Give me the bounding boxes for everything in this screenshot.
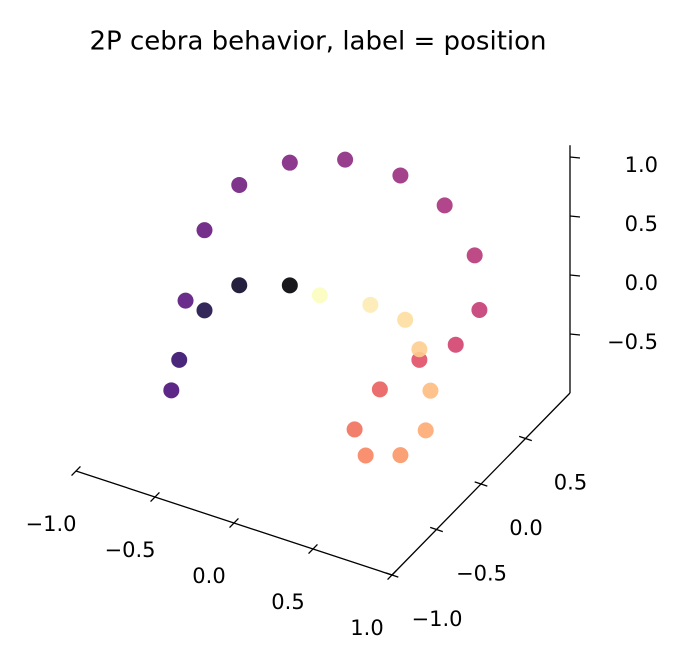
y-tick-label: 0.0 bbox=[509, 516, 542, 540]
point bbox=[397, 311, 414, 328]
x-tick-label: 1.0 bbox=[350, 616, 383, 640]
point bbox=[346, 421, 363, 438]
point bbox=[281, 277, 298, 294]
y-tick-label: 0.5 bbox=[554, 471, 587, 495]
point bbox=[417, 422, 434, 439]
y-tick bbox=[518, 435, 533, 442]
x-tick-label: −1.0 bbox=[26, 512, 77, 536]
point bbox=[371, 381, 388, 398]
z-tick bbox=[569, 333, 581, 336]
y-tick bbox=[429, 526, 444, 533]
point bbox=[411, 341, 428, 358]
point bbox=[163, 382, 180, 399]
x-tick-label: −0.5 bbox=[105, 538, 156, 562]
point bbox=[281, 154, 298, 171]
y-tick bbox=[474, 481, 488, 487]
point bbox=[436, 197, 453, 214]
point bbox=[466, 247, 483, 264]
z-tick-label: 1.0 bbox=[625, 153, 658, 177]
point bbox=[177, 292, 194, 309]
y-tick bbox=[385, 572, 399, 578]
point bbox=[231, 176, 248, 193]
y-tick-label: −0.5 bbox=[456, 562, 507, 586]
x-tick-label: 0.5 bbox=[271, 590, 304, 614]
point bbox=[231, 277, 248, 294]
point bbox=[447, 336, 464, 353]
z-tick bbox=[569, 156, 581, 159]
z-tick-label: 0.0 bbox=[625, 271, 658, 295]
point bbox=[392, 167, 409, 184]
x-tick bbox=[150, 491, 160, 503]
point bbox=[357, 447, 374, 464]
point bbox=[196, 302, 213, 319]
point bbox=[196, 222, 213, 239]
z-tick-label: 0.5 bbox=[625, 212, 658, 236]
point bbox=[362, 296, 379, 313]
x-tick bbox=[229, 517, 239, 529]
x-tick bbox=[308, 543, 318, 555]
x-tick-label: 0.0 bbox=[192, 564, 225, 588]
point bbox=[311, 287, 328, 304]
z-tick bbox=[569, 215, 581, 218]
z-tick-label: −0.5 bbox=[607, 330, 658, 354]
x-tick bbox=[71, 465, 81, 477]
point bbox=[471, 302, 488, 319]
chart-title: 2P cebra behavior, label = position bbox=[90, 27, 547, 57]
z-tick bbox=[569, 274, 581, 277]
point bbox=[422, 382, 439, 399]
point bbox=[337, 151, 354, 168]
point bbox=[171, 351, 188, 368]
point bbox=[392, 447, 409, 464]
y-tick-label: −1.0 bbox=[412, 607, 463, 631]
